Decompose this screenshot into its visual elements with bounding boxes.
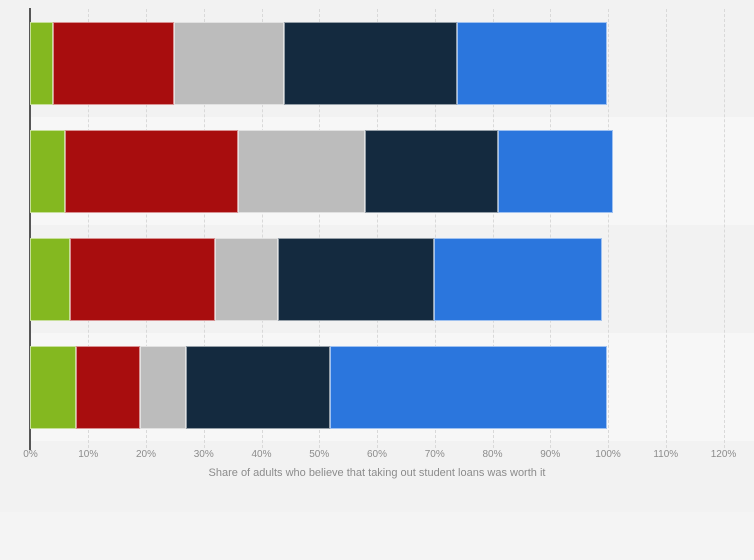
dark-navy-segment[interactable] [185,346,331,429]
gridline [203,9,205,448]
gridline [261,9,263,448]
gridline [492,9,494,448]
x-tick-label: 40% [251,449,272,460]
x-tick-label: 20% [135,449,157,460]
blue-segment[interactable] [497,130,614,213]
x-tick-label: 10% [78,449,99,460]
gridline [665,9,667,448]
green-segment[interactable] [30,22,54,105]
blue-segment[interactable] [434,238,602,321]
blue-segment[interactable] [457,22,608,105]
bar-row [30,130,614,213]
footer-background-strip [0,512,754,560]
x-tick-label: 70% [424,449,445,460]
gridline [146,9,147,448]
green-segment[interactable] [30,346,77,429]
gray-segment[interactable] [139,346,186,429]
x-tick-label: 60% [366,449,388,460]
gridline [723,9,725,448]
gridline [319,9,321,448]
gridline [608,9,609,448]
gridline [88,9,90,448]
dark-navy-segment[interactable] [278,238,435,321]
x-tick-label: 100% [595,449,621,460]
x-tick-label: 80% [482,449,503,460]
bar-row [30,238,602,321]
y-axis-line [29,8,31,450]
gray-segment[interactable] [237,130,365,213]
dark-navy-segment[interactable] [364,130,498,213]
x-tick-label: 120% [710,449,737,460]
green-segment[interactable] [30,238,71,321]
x-tick-label: 0% [23,449,38,460]
gridline [434,9,436,448]
x-tick-label: 90% [540,449,561,460]
dark-red-segment[interactable] [64,130,238,213]
x-tick-label: 30% [193,449,214,460]
gray-segment[interactable] [214,238,279,321]
gray-segment[interactable] [174,22,285,105]
bar-row [30,346,608,429]
dark-red-segment[interactable] [53,22,175,105]
dark-red-segment[interactable] [76,346,140,429]
x-tick-label: 110% [653,449,679,460]
bar-row [30,22,608,105]
dark-red-segment[interactable] [70,238,215,321]
green-segment[interactable] [30,130,65,213]
blue-segment[interactable] [330,346,608,429]
gridline [550,9,552,448]
gridline [377,9,378,448]
x-axis-title: Share of adults who believe that taking … [208,467,546,479]
x-tick-label: 50% [309,449,330,460]
dark-navy-segment[interactable] [284,22,458,105]
